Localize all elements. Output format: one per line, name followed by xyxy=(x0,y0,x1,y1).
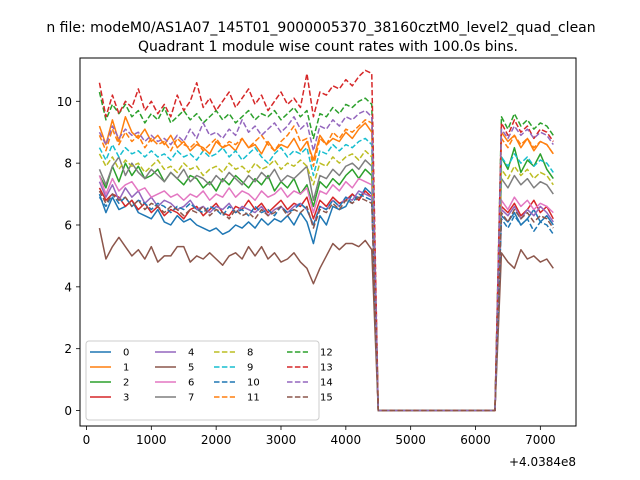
legend-label-4: 4 xyxy=(188,348,194,359)
legend-label-15: 15 xyxy=(320,393,333,404)
y-axis: 0 2 4 6 8 10 xyxy=(57,95,80,418)
x-tick-label: 6000 xyxy=(460,433,491,447)
x-tick-label: 2000 xyxy=(201,433,232,447)
legend-label-2: 2 xyxy=(123,378,129,389)
axes-frame xyxy=(79,57,577,427)
series-line-14 xyxy=(98,109,554,412)
x-tick-label: 5000 xyxy=(395,433,426,447)
x-tick-label: 7000 xyxy=(525,433,556,447)
legend-box xyxy=(85,340,320,421)
y-tick-label: 8 xyxy=(64,157,72,171)
x-tick-label: 3000 xyxy=(266,433,297,447)
y-tick-label: 0 xyxy=(64,404,72,418)
y-tick-label: 6 xyxy=(64,218,72,232)
y-tick-label: 4 xyxy=(64,280,72,294)
legend-label-9: 9 xyxy=(247,363,253,374)
y-tick-label: 10 xyxy=(57,95,72,109)
y-tick-label: 2 xyxy=(64,342,72,356)
legend-label-10: 10 xyxy=(247,378,260,389)
legend-label-11: 11 xyxy=(247,393,260,404)
legend-label-8: 8 xyxy=(247,348,253,359)
series-line-8 xyxy=(98,150,554,412)
x-axis: 0 1000 2000 3000 4000 5000 6000 7000 xyxy=(83,426,556,447)
legend-label-13: 13 xyxy=(320,363,333,374)
legend-label-0: 0 xyxy=(123,348,129,359)
legend-label-6: 6 xyxy=(188,378,194,389)
x-tick-label: 4000 xyxy=(331,433,362,447)
figure-suptitle: n file: modeM0/AS1A07_145T01_9000005370_… xyxy=(46,20,595,36)
legend-label-5: 5 xyxy=(188,363,194,374)
legend-label-7: 7 xyxy=(188,393,194,404)
chart-title: Quadrant 1 module wise count rates with … xyxy=(138,39,518,55)
x-tick-label: 1000 xyxy=(136,433,167,447)
x-offset-label: +4.0384e8 xyxy=(509,455,576,469)
x-tick-label: 0 xyxy=(83,433,91,447)
series-line-15 xyxy=(98,190,554,412)
legend-label-3: 3 xyxy=(123,393,129,404)
series-layer xyxy=(98,69,554,412)
legend-label-1: 1 xyxy=(123,363,129,374)
legend-label-14: 14 xyxy=(320,378,333,389)
legend-label-12: 12 xyxy=(320,348,333,359)
